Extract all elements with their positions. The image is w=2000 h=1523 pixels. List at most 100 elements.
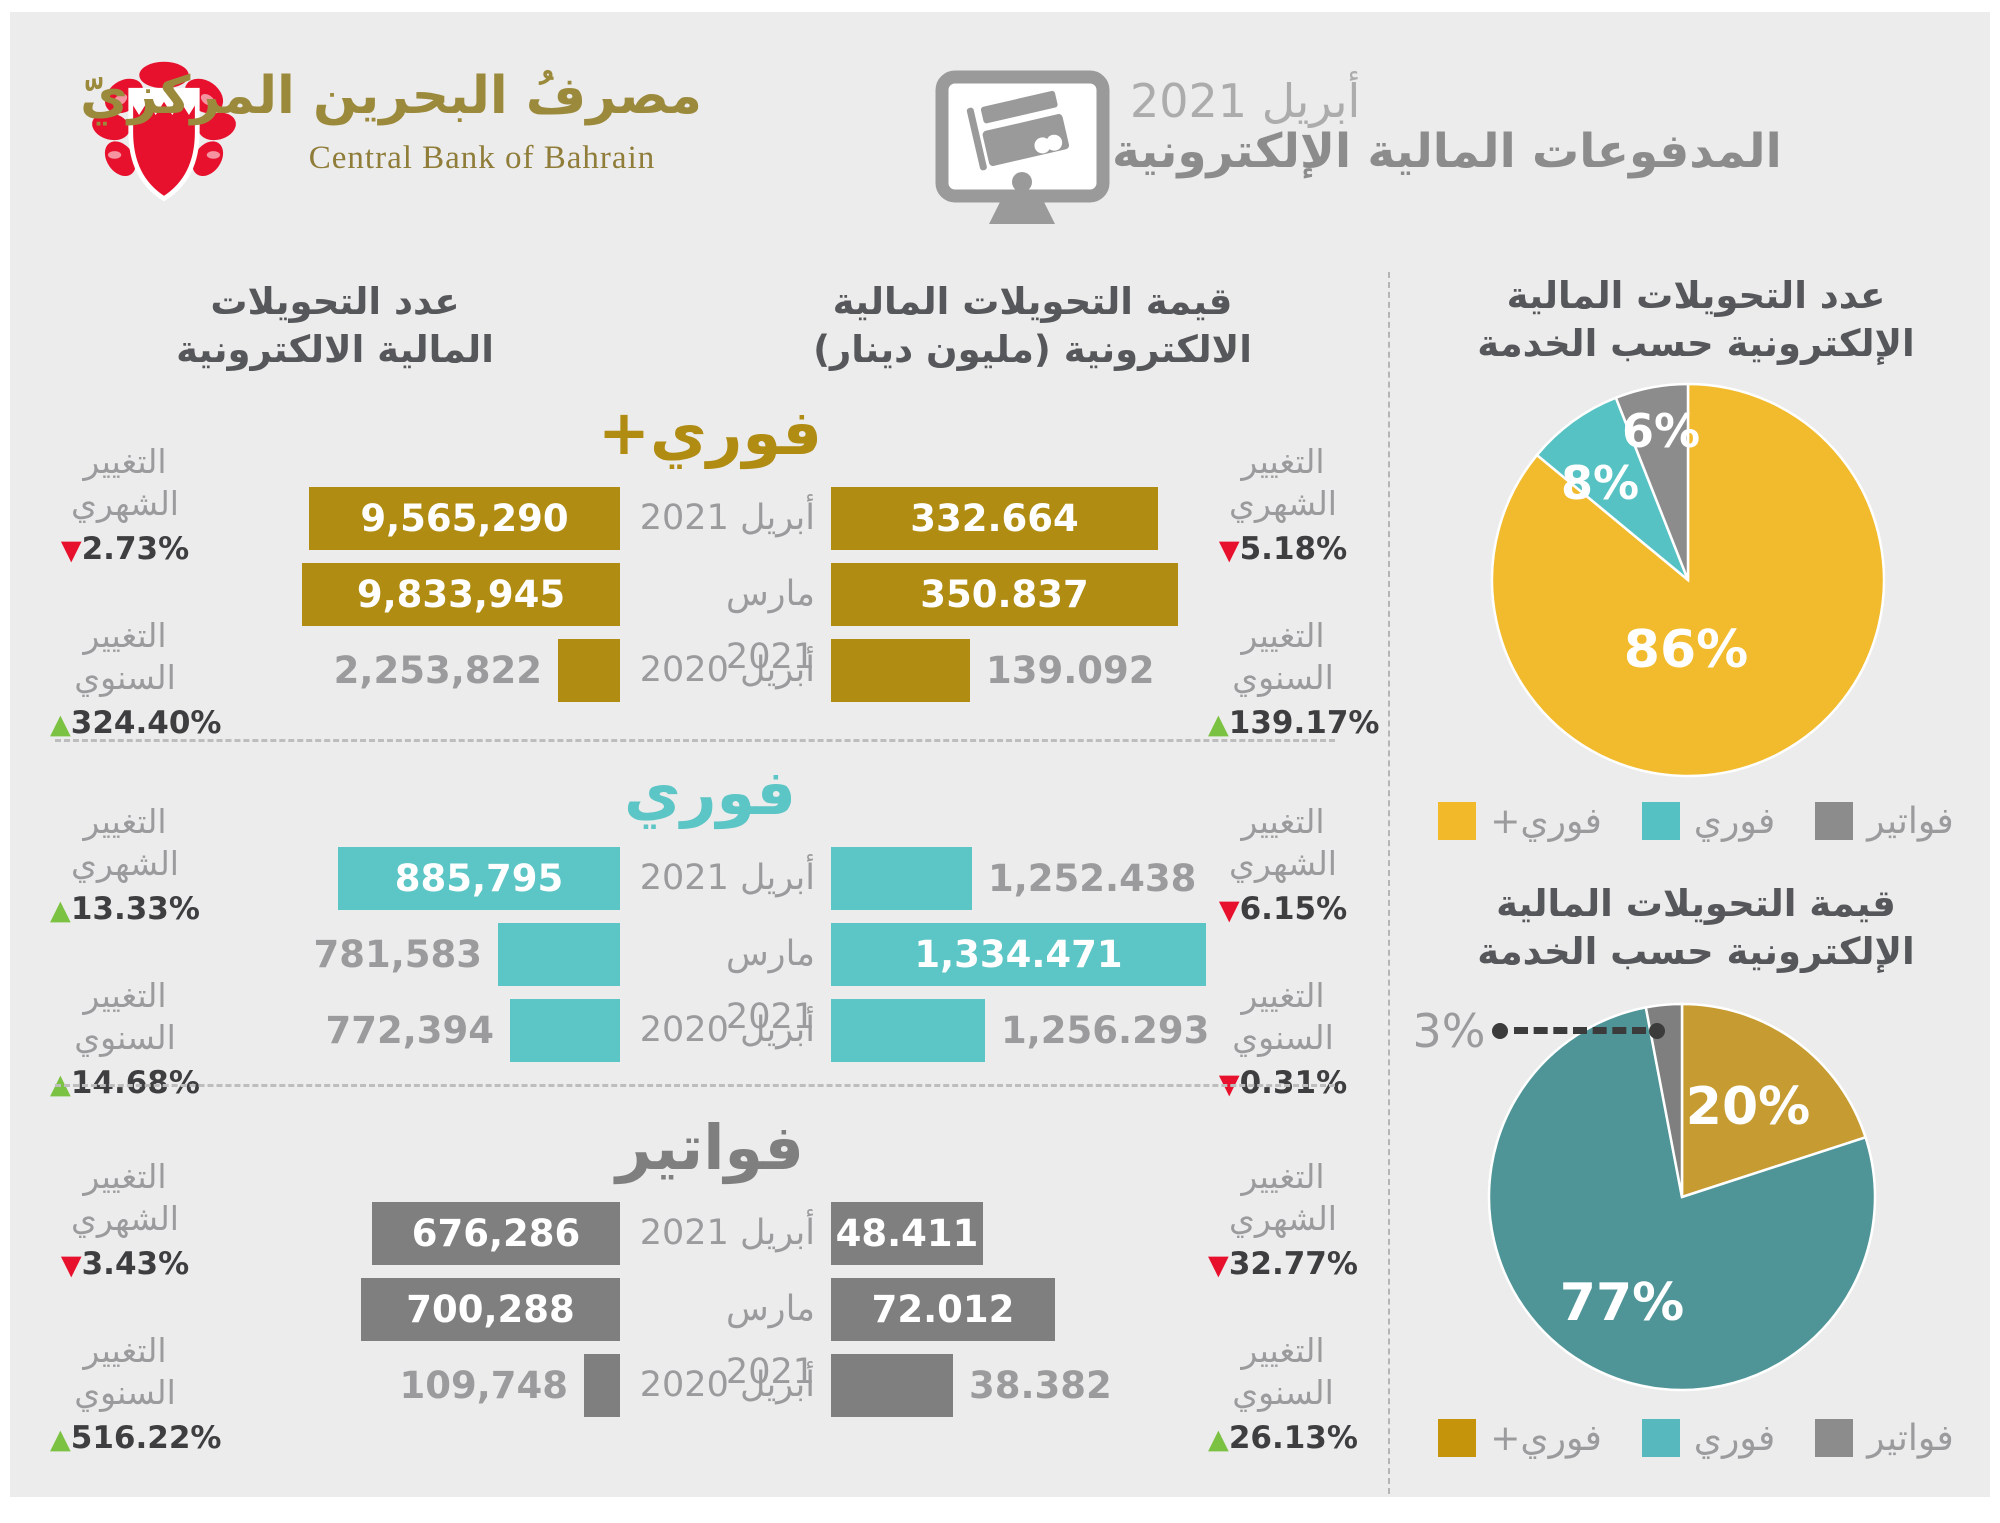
count-bar: 9,565,290 — [309, 487, 620, 550]
value-amount: 1,334.471 — [914, 933, 1123, 976]
increase-triangle-icon: ▲ — [50, 709, 71, 740]
pie-title-line1: عدد التحويلات المالية — [1506, 274, 1886, 317]
change-percent: 324.40% — [70, 705, 222, 741]
count-header-line2: المالية الالكترونية — [176, 328, 494, 371]
pie1-slice-label: 6% — [1621, 404, 1701, 458]
change-word: التغيير — [83, 1157, 167, 1196]
count-bar — [510, 999, 620, 1062]
monthly-word: الشهري — [1229, 844, 1337, 883]
change-percent: 14.68% — [70, 1065, 200, 1101]
value-column-header: قيمة التحويلات المالية الالكترونية (مليو… — [810, 278, 1255, 374]
count-value: 2,253,822 — [333, 649, 542, 692]
section-divider-1 — [55, 739, 1335, 742]
annual-word: السنوي — [74, 1373, 176, 1412]
value-header-line1: قيمة التحويلات المالية — [832, 280, 1233, 323]
annual-word: السنوي — [1232, 1018, 1334, 1057]
value-change-annual-block: التغيير السنوي ▲139.17% — [1208, 615, 1379, 749]
value-change-monthly-block: التغيير الشهري ▼5.18% — [1208, 441, 1358, 575]
legend-swatch — [1815, 802, 1854, 840]
change-value-line: ▲26.13% — [1208, 1414, 1358, 1464]
value-amount: 332.664 — [910, 497, 1079, 540]
count-change-monthly-block: التغيير الشهري ▲13.33% — [50, 801, 200, 935]
section-title-fawateer: فواتير — [616, 1111, 804, 1184]
count-change-annual-block: التغيير السنوي ▲516.22% — [50, 1330, 221, 1464]
pie1-slice-فواتير — [1614, 382, 1690, 581]
month-label: مارس 2021 — [725, 574, 815, 677]
pie-title-line1: قيمة التحويلات المالية — [1496, 882, 1896, 925]
count-value: 9,833,945 — [356, 573, 566, 616]
legend-swatch — [1438, 802, 1477, 840]
month-label: أبريل 2021 — [639, 1213, 815, 1253]
change-word: التغيير — [83, 802, 167, 841]
count-value: 9,565,290 — [360, 497, 569, 540]
change-word: التغيير — [83, 442, 167, 481]
change-word: التغيير — [1241, 1331, 1325, 1370]
legend-item: فوري — [1641, 1417, 1776, 1459]
month-label: مارس 2021 — [725, 1289, 815, 1392]
change-percent: 2.73% — [81, 531, 190, 567]
decrease-triangle-icon: ▼ — [1208, 1250, 1229, 1281]
count-bar — [498, 923, 620, 986]
page-title: المدفوعات المالية الإلكترونية — [1112, 124, 1782, 179]
value-bar: 48.411 — [831, 1202, 983, 1265]
month-label: أبريل 2020 — [639, 1365, 815, 1405]
count-bar: 9,833,945 — [302, 563, 620, 626]
legend-swatch — [1641, 1419, 1680, 1457]
pie1-slice-فوري — [1535, 396, 1690, 581]
change-word: التغيير — [83, 1331, 167, 1370]
value-bar — [831, 847, 972, 910]
count-change-monthly-block: التغيير الشهري ▼2.73% — [50, 441, 200, 575]
count-change-monthly-block: التغيير الشهري ▼3.43% — [50, 1156, 200, 1290]
bank-name-arabic: مصرفُ البحرين المركزيّ — [80, 66, 702, 126]
value-change-annual-block: التغيير السنوي ▲26.13% — [1208, 1330, 1358, 1464]
increase-triangle-icon: ▲ — [1208, 1424, 1229, 1455]
legend-item: فواتير — [1815, 801, 1954, 842]
value-change-annual-block: التغيير السنوي ▼0.31% — [1208, 975, 1358, 1109]
cbb-crest-logo — [88, 56, 240, 212]
change-percent: 139.17% — [1228, 705, 1380, 741]
bahrain-crest-icon — [92, 61, 236, 202]
count-header-line1: عدد التحويلات — [210, 280, 460, 323]
change-word: التغيير — [1241, 442, 1325, 481]
change-word: التغيير — [1241, 1157, 1325, 1196]
pie2-slice-label: 77% — [1559, 1273, 1685, 1333]
change-percent: 0.31% — [1239, 1065, 1348, 1101]
count-column-header: عدد التحويلات المالية الالكترونية — [130, 278, 540, 374]
count-value: 772,394 — [325, 1009, 494, 1052]
change-word: التغيير — [1241, 976, 1325, 1015]
change-percent: 5.18% — [1239, 531, 1348, 567]
service-section-fawateer: فواتير 676,286 أبريل 2021 48.411 700,288 مارس… — [30, 1100, 1390, 1480]
service-section-fawri: فوري 885,795 أبريل 2021 1,252.438 781,583 مار… — [30, 745, 1390, 1125]
change-percent: 13.33% — [70, 891, 200, 927]
legend-swatch — [1815, 1419, 1854, 1457]
increase-triangle-icon: ▲ — [50, 895, 71, 926]
bank-name-english: Central Bank of Bahrain — [308, 140, 656, 176]
pie2-slice-فوري — [1487, 1005, 1877, 1392]
legend-swatch — [1438, 1419, 1477, 1457]
legend-swatch — [1641, 802, 1680, 840]
pie-title-1: عدد التحويلات المالية الإلكترونية حسب الخ… — [1396, 272, 1996, 368]
change-percent: 3.43% — [81, 1246, 190, 1282]
legend-label: فوري — [1693, 1417, 1776, 1459]
legend-item: فوري+ — [1438, 1418, 1602, 1459]
value-bar: 332.664 — [831, 487, 1158, 550]
change-word: التغيير — [1241, 802, 1325, 841]
section-title-fawri-plus: فوري+ — [598, 396, 822, 469]
value-bar — [831, 999, 985, 1062]
count-value: 676,286 — [411, 1212, 581, 1255]
month-label: أبريل 2021 — [639, 858, 815, 898]
pie2-slice-فوري+ — [1680, 1002, 1868, 1199]
increase-triangle-icon: ▲ — [50, 1424, 71, 1455]
count-bar: 700,288 — [361, 1278, 620, 1341]
value-amount: 48.411 — [835, 1212, 979, 1255]
section-title-fawri: فوري — [624, 756, 796, 829]
monthly-word: الشهري — [1229, 1199, 1337, 1238]
value-change-monthly-block: التغيير الشهري ▼32.77% — [1208, 1156, 1358, 1290]
value-bar: 72.012 — [831, 1278, 1055, 1341]
monthly-word: الشهري — [1229, 484, 1337, 523]
value-bar: 350.837 — [831, 563, 1178, 626]
callout-dot-start — [1492, 1023, 1508, 1039]
value-amount: 72.012 — [871, 1288, 1015, 1331]
monitor-card-icon — [935, 70, 1110, 235]
count-bar: 885,795 — [338, 847, 620, 910]
